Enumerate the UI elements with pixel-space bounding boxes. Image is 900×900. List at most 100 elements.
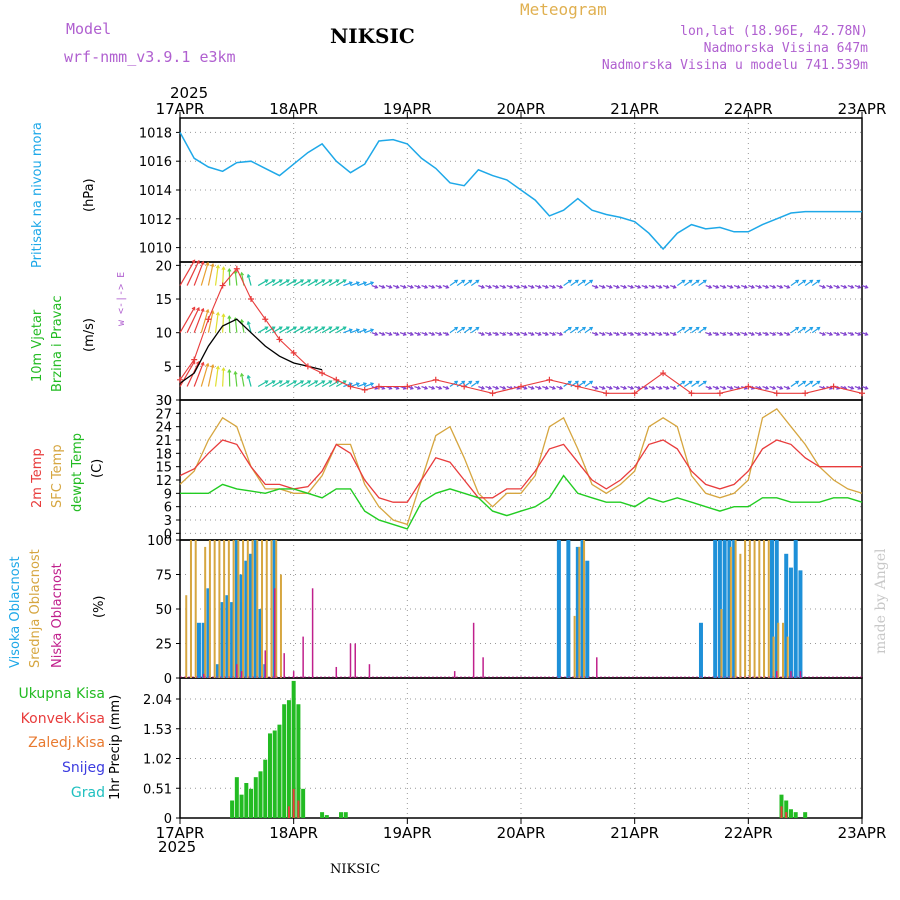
- convective-precip-bar: [292, 788, 295, 818]
- wind-arrow: [257, 279, 268, 287]
- mid-cloud-bar: [720, 609, 723, 678]
- wind-ytick-label: 15: [155, 293, 172, 308]
- wind-arrow-head: [552, 284, 557, 289]
- total-precip-bar: [788, 809, 793, 818]
- pressure-ytick-label: 1018: [139, 126, 172, 141]
- total-precip-bar: [324, 815, 329, 818]
- wind-arrow-head: [758, 284, 763, 289]
- wind-arrow: [240, 373, 245, 387]
- wind-arrow-head: [722, 385, 727, 390]
- bottom-time-tick-label: 23APR: [838, 824, 887, 842]
- wind-arrow: [179, 307, 196, 333]
- wind-arrow: [272, 380, 283, 388]
- wind-arrow-head: [342, 326, 347, 331]
- temp-ytick-label: 27: [155, 407, 172, 422]
- wind-arrow: [698, 279, 707, 287]
- low-cloud-bar: [472, 622, 475, 678]
- wind-arrow: [264, 326, 276, 334]
- high-cloud-bar: [774, 540, 779, 678]
- temp-ytick-label: 12: [155, 474, 172, 489]
- wind-arrow-head: [552, 332, 557, 336]
- temp-ytick-label: 3: [164, 514, 172, 529]
- wind-arrow-head: [857, 284, 862, 289]
- wind-arrow: [790, 380, 799, 388]
- wind-arrow-head: [772, 284, 777, 289]
- wind-gust-marker: [773, 390, 780, 397]
- mid-cloud-bar: [279, 574, 282, 678]
- high-cloud-bar: [722, 540, 727, 678]
- wind-arrow-head: [409, 332, 414, 336]
- wind-arrow-head: [374, 284, 379, 289]
- wind-arrow-head: [729, 284, 734, 289]
- precip-legend-convective: Konvek.Kisa: [20, 711, 105, 727]
- mid-cloud-bar: [208, 540, 211, 678]
- wind-arrow-head: [601, 284, 606, 289]
- wind-arrow-head: [454, 380, 459, 385]
- wind-gust-marker: [404, 383, 411, 390]
- wind-arrow-head: [381, 284, 386, 289]
- wind-arrow-head: [681, 380, 686, 385]
- temp-ytick-label: 9: [164, 487, 172, 502]
- wind-arrow: [563, 279, 572, 287]
- wind-arrow-head: [495, 284, 500, 289]
- total-precip-bar: [234, 777, 239, 818]
- wind-arrow: [470, 380, 479, 388]
- wind-arrow-head: [695, 279, 700, 284]
- wind-arrow-head: [786, 385, 791, 390]
- total-precip-bar: [803, 812, 808, 818]
- high-cloud-bar: [788, 567, 793, 678]
- pressure-line: [179, 132, 862, 251]
- wind-arrow-head: [623, 284, 628, 289]
- wind-arrow-head: [601, 332, 606, 336]
- wind-arrow-head: [829, 332, 834, 336]
- mid-cloud-bar: [223, 540, 226, 678]
- wind-arrow-head: [355, 281, 360, 286]
- wind-arrow: [222, 267, 225, 286]
- wind-arrow-head: [658, 385, 663, 390]
- pressure-ytick-label: 1012: [139, 213, 172, 228]
- mid-cloud-bar: [204, 546, 207, 678]
- high-cloud-bar: [566, 540, 571, 678]
- wind-arrow-head: [307, 279, 312, 283]
- total-precip-bar: [253, 777, 258, 818]
- wind-arrow-head: [523, 332, 528, 336]
- wind-arrow-head: [335, 279, 340, 283]
- wind-arrow: [676, 380, 686, 388]
- wind-arrow-head: [239, 271, 245, 276]
- wind-arrow-head: [475, 380, 480, 385]
- wind-arrow-head: [388, 284, 393, 289]
- wind-arrow-head: [843, 332, 848, 336]
- wind-gust-marker: [745, 383, 752, 390]
- high-cloud-bar: [798, 570, 803, 678]
- wind-arrow-head: [285, 326, 290, 331]
- wind-arrow-head: [264, 380, 269, 384]
- wind-arrow-head: [321, 380, 326, 384]
- wind-arrow-head: [544, 332, 549, 336]
- wind-arrow-head: [409, 385, 414, 390]
- convective-precip-bar: [780, 806, 783, 818]
- wind-arrow-head: [637, 332, 642, 336]
- precip-legend-hail: Grad: [70, 785, 105, 801]
- precip-ytick-label: 1.53: [143, 723, 172, 738]
- wind-arrow-head: [488, 284, 493, 289]
- wind-arrow-head: [495, 332, 500, 336]
- wind-arrow-head: [438, 332, 443, 336]
- wind-gust-marker: [489, 390, 496, 397]
- wind-arrow-head: [210, 263, 215, 268]
- wind-arrow-head: [594, 385, 599, 390]
- wind-arrow: [307, 380, 318, 388]
- wind-arrow-head: [221, 266, 226, 271]
- wind-gust-marker: [233, 265, 240, 272]
- low-cloud-bar: [311, 588, 314, 678]
- wind-arrow: [264, 380, 276, 388]
- wind-arrow-head: [750, 284, 755, 289]
- low-cloud-bar: [790, 671, 792, 678]
- wind-arrow-head: [285, 380, 290, 384]
- wind-arrow: [307, 326, 318, 334]
- wind-arrow: [577, 327, 586, 334]
- wind-arrow: [247, 375, 252, 387]
- wind-arrow-head: [461, 380, 466, 385]
- wind-arrow: [691, 279, 700, 287]
- wind-arrow-head: [445, 385, 450, 390]
- wind-arrow: [186, 260, 200, 286]
